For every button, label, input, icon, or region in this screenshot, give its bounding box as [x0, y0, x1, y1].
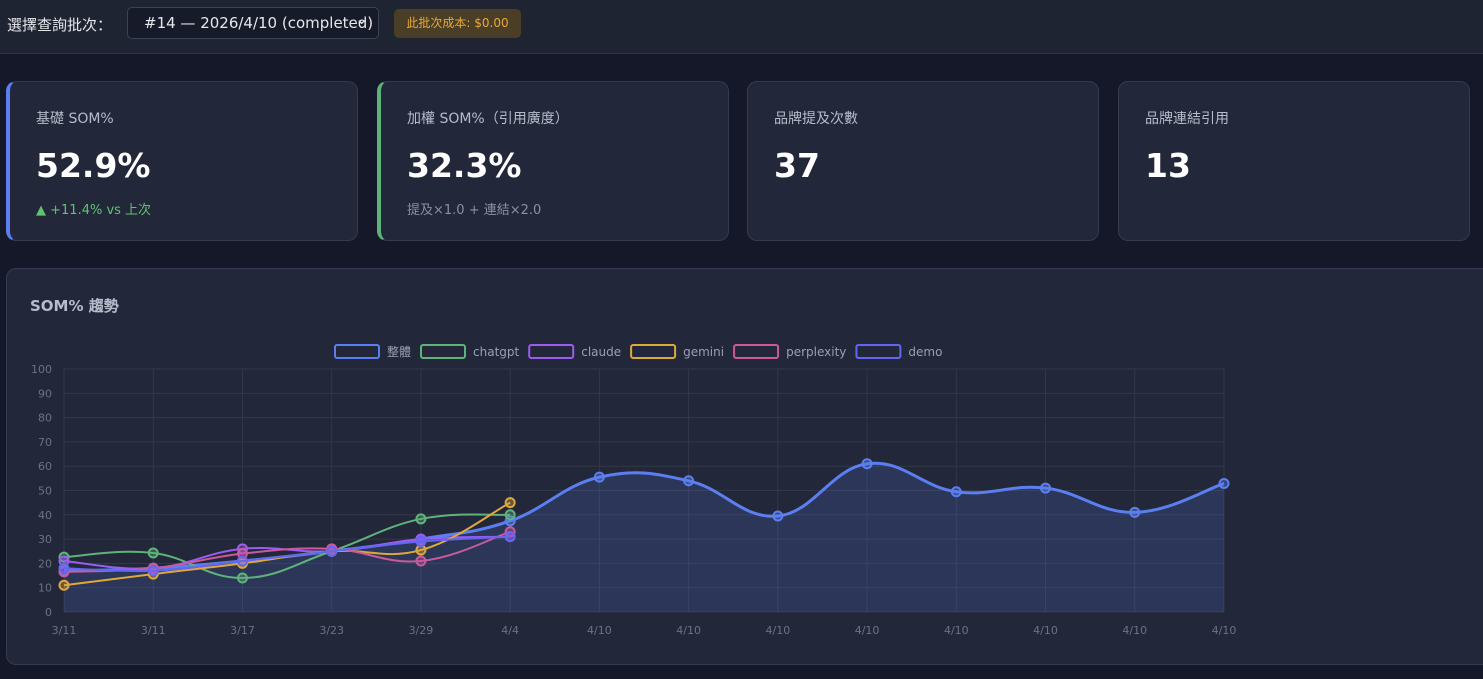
legend-label: claude	[581, 345, 621, 359]
point	[772, 510, 784, 522]
legend-swatch	[334, 344, 380, 359]
area	[64, 463, 1224, 612]
x-tick-label: 4/10	[676, 624, 701, 637]
y-tick-label: 20	[38, 557, 52, 570]
point	[415, 513, 427, 525]
point	[236, 572, 248, 584]
x-tick-label: 4/10	[765, 624, 790, 637]
point	[504, 531, 516, 543]
point	[415, 536, 427, 548]
y-tick-label: 90	[38, 387, 52, 400]
card-title: 基礎 SOM%	[36, 111, 114, 127]
point	[950, 486, 962, 498]
card-value: 52.9%	[36, 146, 151, 185]
chart: 0 10 20 30 40 50 60 70 80 90 100 3/11 3/11 3/17 3/23 3/…	[31, 344, 1237, 637]
point	[1040, 482, 1052, 494]
x-tick-label: 4/4	[501, 624, 519, 637]
x-tick-label: 3/23	[319, 624, 344, 637]
legend-swatch	[855, 344, 902, 359]
point	[326, 545, 338, 557]
x-tick-label: 4/10	[1033, 624, 1058, 637]
point	[504, 509, 516, 521]
card-value: 13	[1145, 146, 1191, 185]
card-note: 提及×1.0 + 連結×2.0	[407, 203, 542, 218]
card: 品牌連結引用 13	[1118, 81, 1470, 241]
batch-label: 選擇查詢批次：	[7, 16, 113, 34]
y-tick-label: 30	[38, 533, 52, 546]
point	[58, 555, 70, 567]
batch-select[interactable]: #14 — 2026/4/10 (completed)	[127, 4, 379, 39]
legend-swatch	[630, 344, 677, 359]
chart-title: SOM% 趨勢	[30, 297, 119, 315]
y-tick-label: 0	[45, 606, 52, 619]
legend-label: chatgpt	[473, 345, 519, 359]
card-title: 品牌提及次數	[774, 111, 858, 127]
card-value: 37	[774, 146, 820, 185]
point	[1218, 477, 1230, 489]
line	[63, 530, 511, 573]
card-title: 加權 SOM%（引用廣度）	[407, 111, 569, 127]
legend-label: perplexity	[786, 345, 846, 359]
point	[593, 471, 605, 483]
y-tick-label: 100	[31, 363, 52, 376]
y-tick-label: 60	[38, 460, 52, 473]
x-tick-label: 4/10	[855, 624, 880, 637]
point	[147, 547, 159, 559]
y-tick-label: 40	[38, 509, 52, 522]
card: 基礎 SOM% 52.9% ▲ +11.4% vs 上次	[6, 81, 358, 241]
legend-label: 整體	[387, 344, 411, 359]
card: 加權 SOM%（引用廣度） 32.3% 提及×1.0 + 連結×2.0	[377, 81, 729, 241]
y-tick-label: 10	[38, 582, 52, 595]
legend-swatch	[528, 344, 575, 359]
point	[683, 475, 695, 487]
legend-swatch	[733, 344, 780, 359]
x-tick-label: 4/10	[587, 624, 612, 637]
legend-label: gemini	[683, 345, 724, 359]
point	[58, 562, 70, 574]
x-tick-label: 3/17	[230, 624, 255, 637]
x-tick-label: 4/10	[1212, 624, 1237, 637]
x-tick-label: 3/11	[52, 624, 77, 637]
y-tick-label: 50	[38, 485, 52, 498]
line	[63, 513, 511, 579]
card: 品牌提及次數 37	[747, 81, 1099, 241]
legend-label: demo	[908, 345, 942, 359]
x-tick-label: 4/10	[944, 624, 969, 637]
card-value: 32.3%	[407, 146, 522, 185]
cost-badge: 此批次成本: $0.00	[394, 9, 521, 38]
point	[236, 555, 248, 567]
point	[147, 565, 159, 577]
top-bar: 選擇查詢批次： #14 — 2026/4/10 (completed) 此批次成…	[0, 0, 1483, 54]
card-note: ▲ +11.4% vs 上次	[36, 203, 152, 218]
point	[1129, 506, 1141, 518]
x-tick-label: 4/10	[1122, 624, 1147, 637]
point	[58, 579, 70, 591]
point	[236, 548, 248, 560]
y-tick-label: 80	[38, 412, 52, 425]
x-tick-label: 3/29	[409, 624, 434, 637]
x-tick-label: 3/11	[141, 624, 166, 637]
point	[504, 497, 516, 509]
line	[63, 535, 511, 573]
y-tick-label: 70	[38, 436, 52, 449]
card-title: 品牌連結引用	[1145, 111, 1229, 127]
legend-swatch	[420, 344, 467, 359]
point	[861, 458, 873, 470]
point	[415, 555, 427, 567]
